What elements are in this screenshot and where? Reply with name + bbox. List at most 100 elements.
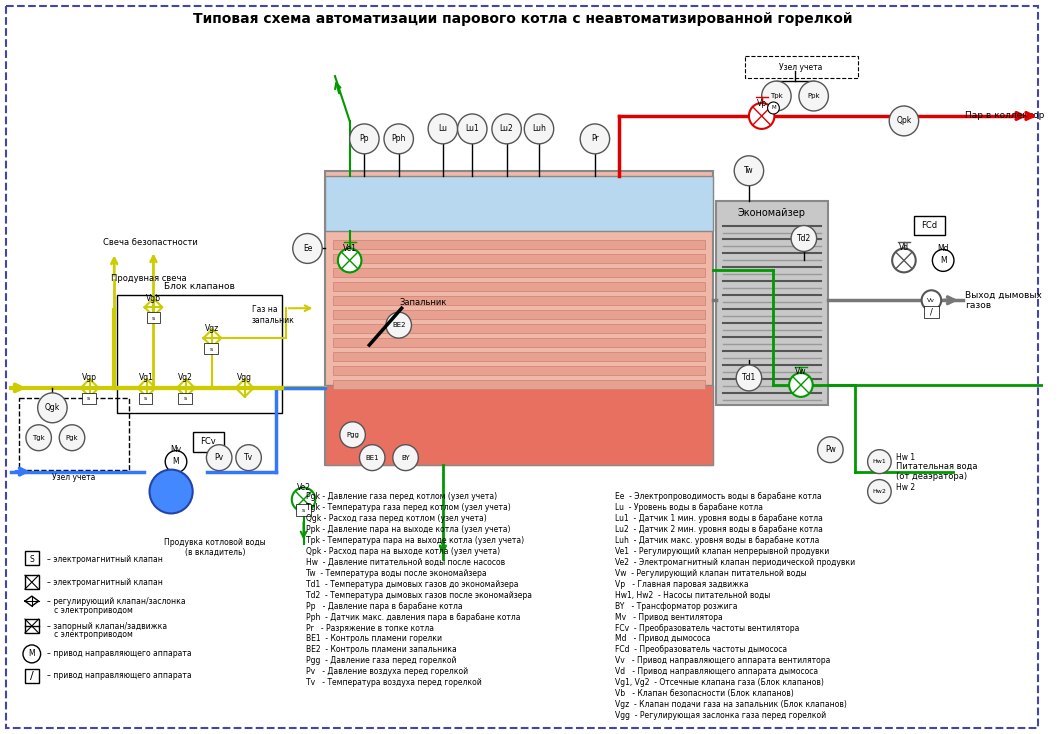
Bar — [325, 171, 713, 465]
Text: BY: BY — [401, 454, 410, 461]
Text: – регулирующий клапан/заслонка: – регулирующий клапан/заслонка — [48, 597, 186, 606]
Text: Pp: Pp — [360, 134, 370, 143]
Text: s: s — [209, 346, 213, 352]
Circle shape — [23, 645, 40, 663]
Circle shape — [384, 124, 413, 154]
Text: – электромагнитный клапан: – электромагнитный клапан — [48, 555, 164, 564]
Text: Hw1, Hw2  - Насосы питательной воды: Hw1, Hw2 - Насосы питательной воды — [615, 591, 770, 600]
Bar — [333, 366, 705, 375]
Text: Qgk: Qgk — [45, 404, 61, 413]
Circle shape — [359, 445, 384, 470]
Text: Ppk: Ppk — [807, 93, 820, 99]
Text: Pr: Pr — [592, 134, 599, 143]
Text: – запорный клапан/задвижка: – запорный клапан/задвижка — [48, 622, 168, 631]
Text: Md   - Привод дымососа: Md - Привод дымососа — [615, 634, 710, 644]
Text: FCd  - Преобразователь частоты дымососа: FCd - Преобразователь частоты дымососа — [615, 645, 787, 655]
Circle shape — [428, 114, 458, 144]
Text: M: M — [173, 457, 179, 466]
Text: S: S — [30, 555, 34, 564]
Bar — [178, 393, 192, 404]
Text: Узел учета: Узел учета — [52, 473, 96, 482]
Circle shape — [799, 81, 828, 111]
Text: FCd: FCd — [922, 221, 938, 230]
Text: Tpk: Tpk — [770, 93, 783, 99]
Text: Vw: Vw — [795, 368, 807, 377]
Text: BE2: BE2 — [392, 322, 406, 328]
Text: Pph  - Датчик макс. давления пара в барабане котла: Pph - Датчик макс. давления пара в бараб… — [306, 613, 520, 622]
Circle shape — [768, 102, 780, 114]
Circle shape — [868, 450, 891, 473]
Circle shape — [580, 124, 610, 154]
Text: FCv: FCv — [201, 437, 217, 446]
Text: BY   - Трансформатор розжига: BY - Трансформатор розжига — [615, 602, 737, 611]
Text: Qpk - Расход пара на выходе котла (узел учета): Qpk - Расход пара на выходе котла (узел … — [306, 547, 499, 556]
Circle shape — [458, 114, 487, 144]
Text: Vv: Vv — [927, 298, 936, 302]
Text: Vg1: Vg1 — [139, 374, 154, 382]
Bar — [716, 200, 828, 405]
Text: Vg2: Vg2 — [178, 374, 193, 382]
Text: Типовая схема автоматизации парового котла с неавтоматизированной горелкой: Типовая схема автоматизации парового кот… — [192, 12, 852, 26]
Text: Vgg: Vgg — [237, 374, 252, 382]
Text: Экономайзер: Экономайзер — [737, 208, 805, 217]
Circle shape — [761, 81, 791, 111]
Text: Pw: Pw — [825, 446, 836, 454]
Text: Pp   - Давление пара в барабане котла: Pp - Давление пара в барабане котла — [306, 602, 462, 611]
Text: Узел учета: Узел учета — [780, 62, 823, 72]
Text: Продувка котловой воды
(в вкладитель): Продувка котловой воды (в вкладитель) — [165, 537, 267, 557]
Text: Ve1: Ve1 — [343, 244, 357, 253]
Text: Td1: Td1 — [741, 374, 756, 382]
Text: s: s — [302, 508, 305, 513]
Text: Tv   - Температура воздуха перед горелкой: Tv - Температура воздуха перед горелкой — [306, 678, 481, 687]
Text: Tv: Tv — [244, 453, 253, 462]
Text: Ppk - Давление пара на выходе котла (узел учета): Ppk - Давление пара на выходе котла (узе… — [306, 525, 510, 534]
Circle shape — [922, 290, 941, 310]
Text: BE1  - Контроль пламени горелки: BE1 - Контроль пламени горелки — [306, 634, 442, 644]
Circle shape — [349, 124, 379, 154]
Text: FCv  - Преобразователь частоты вентилятора: FCv - Преобразователь частоты вентилятор… — [615, 623, 799, 633]
Circle shape — [206, 445, 232, 470]
Text: Pgk - Давление газа перед котлом (узел учета): Pgk - Давление газа перед котлом (узел у… — [306, 492, 497, 501]
Bar — [24, 669, 38, 683]
Text: Блок клапанов: Блок клапанов — [165, 282, 235, 291]
Bar — [205, 343, 218, 354]
Bar — [746, 57, 858, 78]
Circle shape — [736, 365, 761, 391]
Text: Md: Md — [938, 244, 949, 253]
Circle shape — [59, 425, 85, 451]
Circle shape — [818, 437, 843, 462]
Text: Vd: Vd — [898, 243, 909, 252]
Bar — [325, 175, 713, 230]
Bar — [924, 306, 939, 318]
Circle shape — [293, 233, 322, 264]
Text: Vgz: Vgz — [205, 324, 220, 333]
Bar — [333, 324, 705, 333]
Bar — [192, 432, 224, 451]
Text: Vp: Vp — [756, 98, 767, 107]
Bar — [24, 551, 38, 565]
Bar — [333, 255, 705, 264]
Text: – привод направляющего аппарата: – привод направляющего аппарата — [48, 672, 192, 680]
Text: Vgb: Vgb — [145, 294, 161, 302]
Circle shape — [749, 103, 774, 129]
Bar — [333, 310, 705, 319]
Text: Tpk - Температура пара на выходе котла (узел учета): Tpk - Температура пара на выходе котла (… — [306, 536, 524, 545]
Text: Lu: Lu — [439, 124, 447, 134]
Circle shape — [932, 250, 954, 272]
Text: Питательная вода
(от деаэратора): Питательная вода (от деаэратора) — [896, 462, 978, 482]
Text: Tw: Tw — [744, 166, 754, 175]
Text: Выход дымовых
газов: Выход дымовых газов — [964, 291, 1042, 310]
Circle shape — [150, 470, 192, 514]
Bar — [24, 619, 38, 633]
Text: Vg1, Vg2  - Отсечные клапана газа (Блок клапанов): Vg1, Vg2 - Отсечные клапана газа (Блок к… — [615, 678, 823, 687]
Text: Qgk - Расход газа перед котлом (узел учета): Qgk - Расход газа перед котлом (узел уче… — [306, 514, 486, 523]
Text: BE1: BE1 — [365, 454, 379, 461]
Text: Lu2  - Датчик 2 мин. уровня воды в барабане котла: Lu2 - Датчик 2 мин. уровня воды в бараба… — [615, 525, 822, 534]
Bar — [295, 504, 311, 517]
Text: M: M — [29, 650, 35, 658]
Text: с электроприводом: с электроприводом — [48, 606, 134, 614]
Text: Ee  - Электропроводимость воды в барабане котла: Ee - Электропроводимость воды в барабане… — [615, 492, 821, 501]
Bar — [333, 269, 705, 277]
Text: Vgz  - Клапан подачи газа на запальник (Блок клапанов): Vgz - Клапан подачи газа на запальник (Б… — [615, 700, 846, 709]
Bar — [19, 398, 129, 470]
